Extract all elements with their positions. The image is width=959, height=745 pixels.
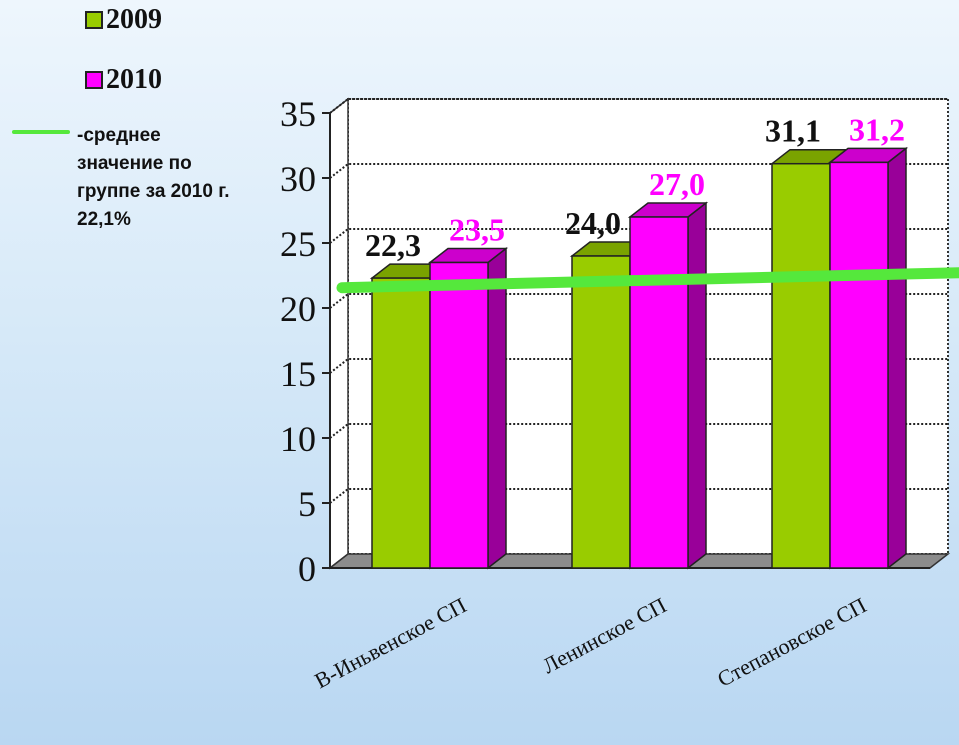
bar-2010: [629, 216, 689, 569]
data-label: 24,0: [565, 205, 621, 241]
x-category-label: В-Иньвенское СП: [310, 592, 470, 693]
y-tick-label: 25: [280, 224, 316, 264]
bar-2010: [829, 161, 889, 569]
y-tick-label: 0: [298, 549, 316, 589]
bar-2009: [771, 162, 831, 569]
y-tick-label: 5: [298, 484, 316, 524]
legend-label-2009: 2009: [106, 4, 162, 35]
y-tick-label: 10: [280, 419, 316, 459]
data-label: 31,1: [765, 113, 821, 149]
legend-average-line: [12, 130, 70, 134]
average-line: [336, 267, 959, 294]
legend-label-2010: 2010: [106, 64, 162, 95]
bar-2009: [371, 277, 431, 569]
legend-average-label: -среднее значение по группе за 2010 г. 2…: [77, 125, 230, 230]
x-category-label: Степановское СП: [713, 592, 870, 691]
legend-item-2009: 2009: [85, 4, 162, 36]
bar-side: [887, 146, 907, 570]
y-tick-label: 35: [280, 94, 316, 134]
bar-2009: [571, 255, 631, 569]
y-tick-label: 15: [280, 354, 316, 394]
y-tick-label: 30: [280, 159, 316, 199]
chart-side-wall: [329, 97, 349, 570]
data-label: 23,5: [449, 212, 505, 248]
bar-side: [687, 201, 707, 570]
bar-2010: [429, 261, 489, 569]
data-label: 27,0: [649, 166, 705, 202]
y-tick-label: 20: [280, 289, 316, 329]
legend-swatch-2010: [85, 71, 103, 89]
legend-item-2010: 2010: [85, 64, 162, 96]
bar-side: [487, 246, 507, 570]
legend-swatch-2009: [85, 11, 103, 29]
data-label: 22,3: [365, 227, 421, 263]
x-category-label: Ленинское СП: [538, 592, 670, 678]
data-label: 31,2: [849, 111, 905, 147]
